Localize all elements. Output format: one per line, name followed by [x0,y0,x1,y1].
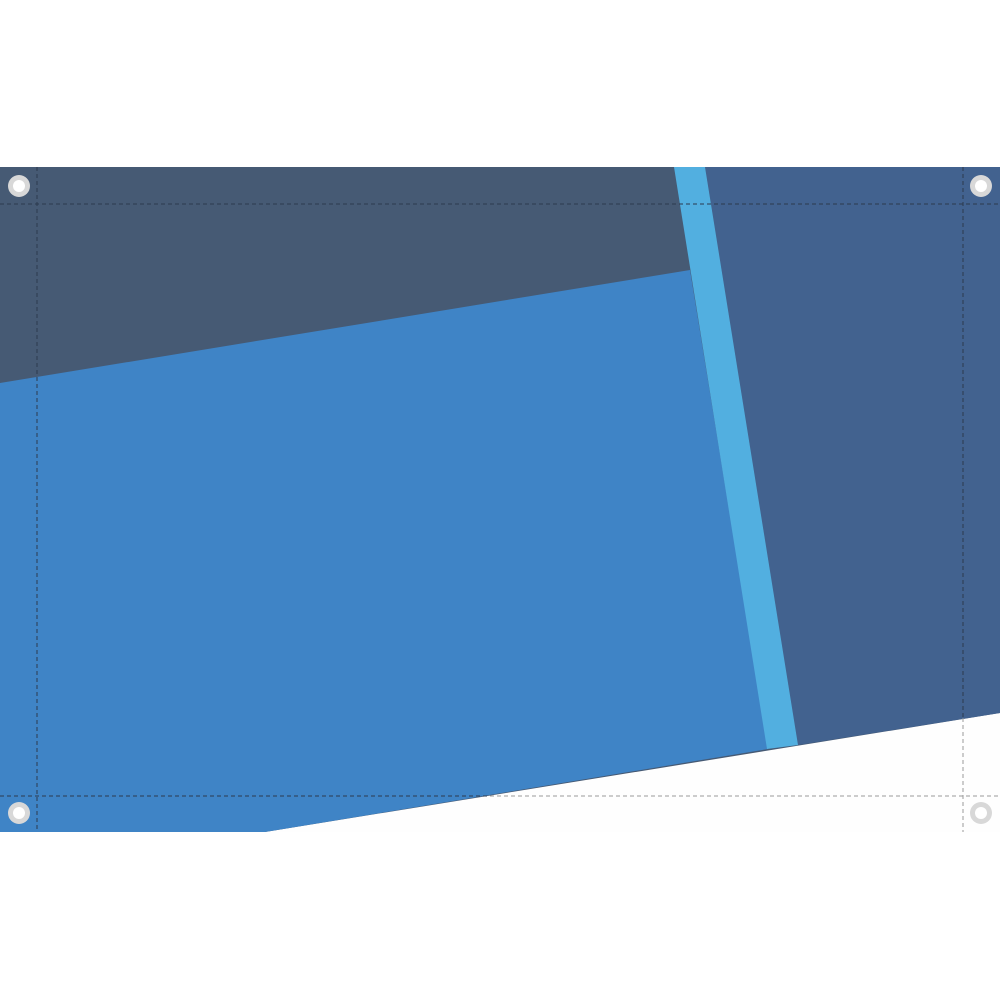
grommet-icon [970,802,992,824]
grommet-icon [970,175,992,197]
medium-blue-panel [0,270,768,832]
hem-seam-lines [0,167,1000,832]
grommet-icon [8,802,30,824]
grommet-icon [8,175,30,197]
steel-blue-panel [705,167,1000,745]
white-bottom-area [265,713,1000,832]
light-blue-stripe [674,167,798,749]
